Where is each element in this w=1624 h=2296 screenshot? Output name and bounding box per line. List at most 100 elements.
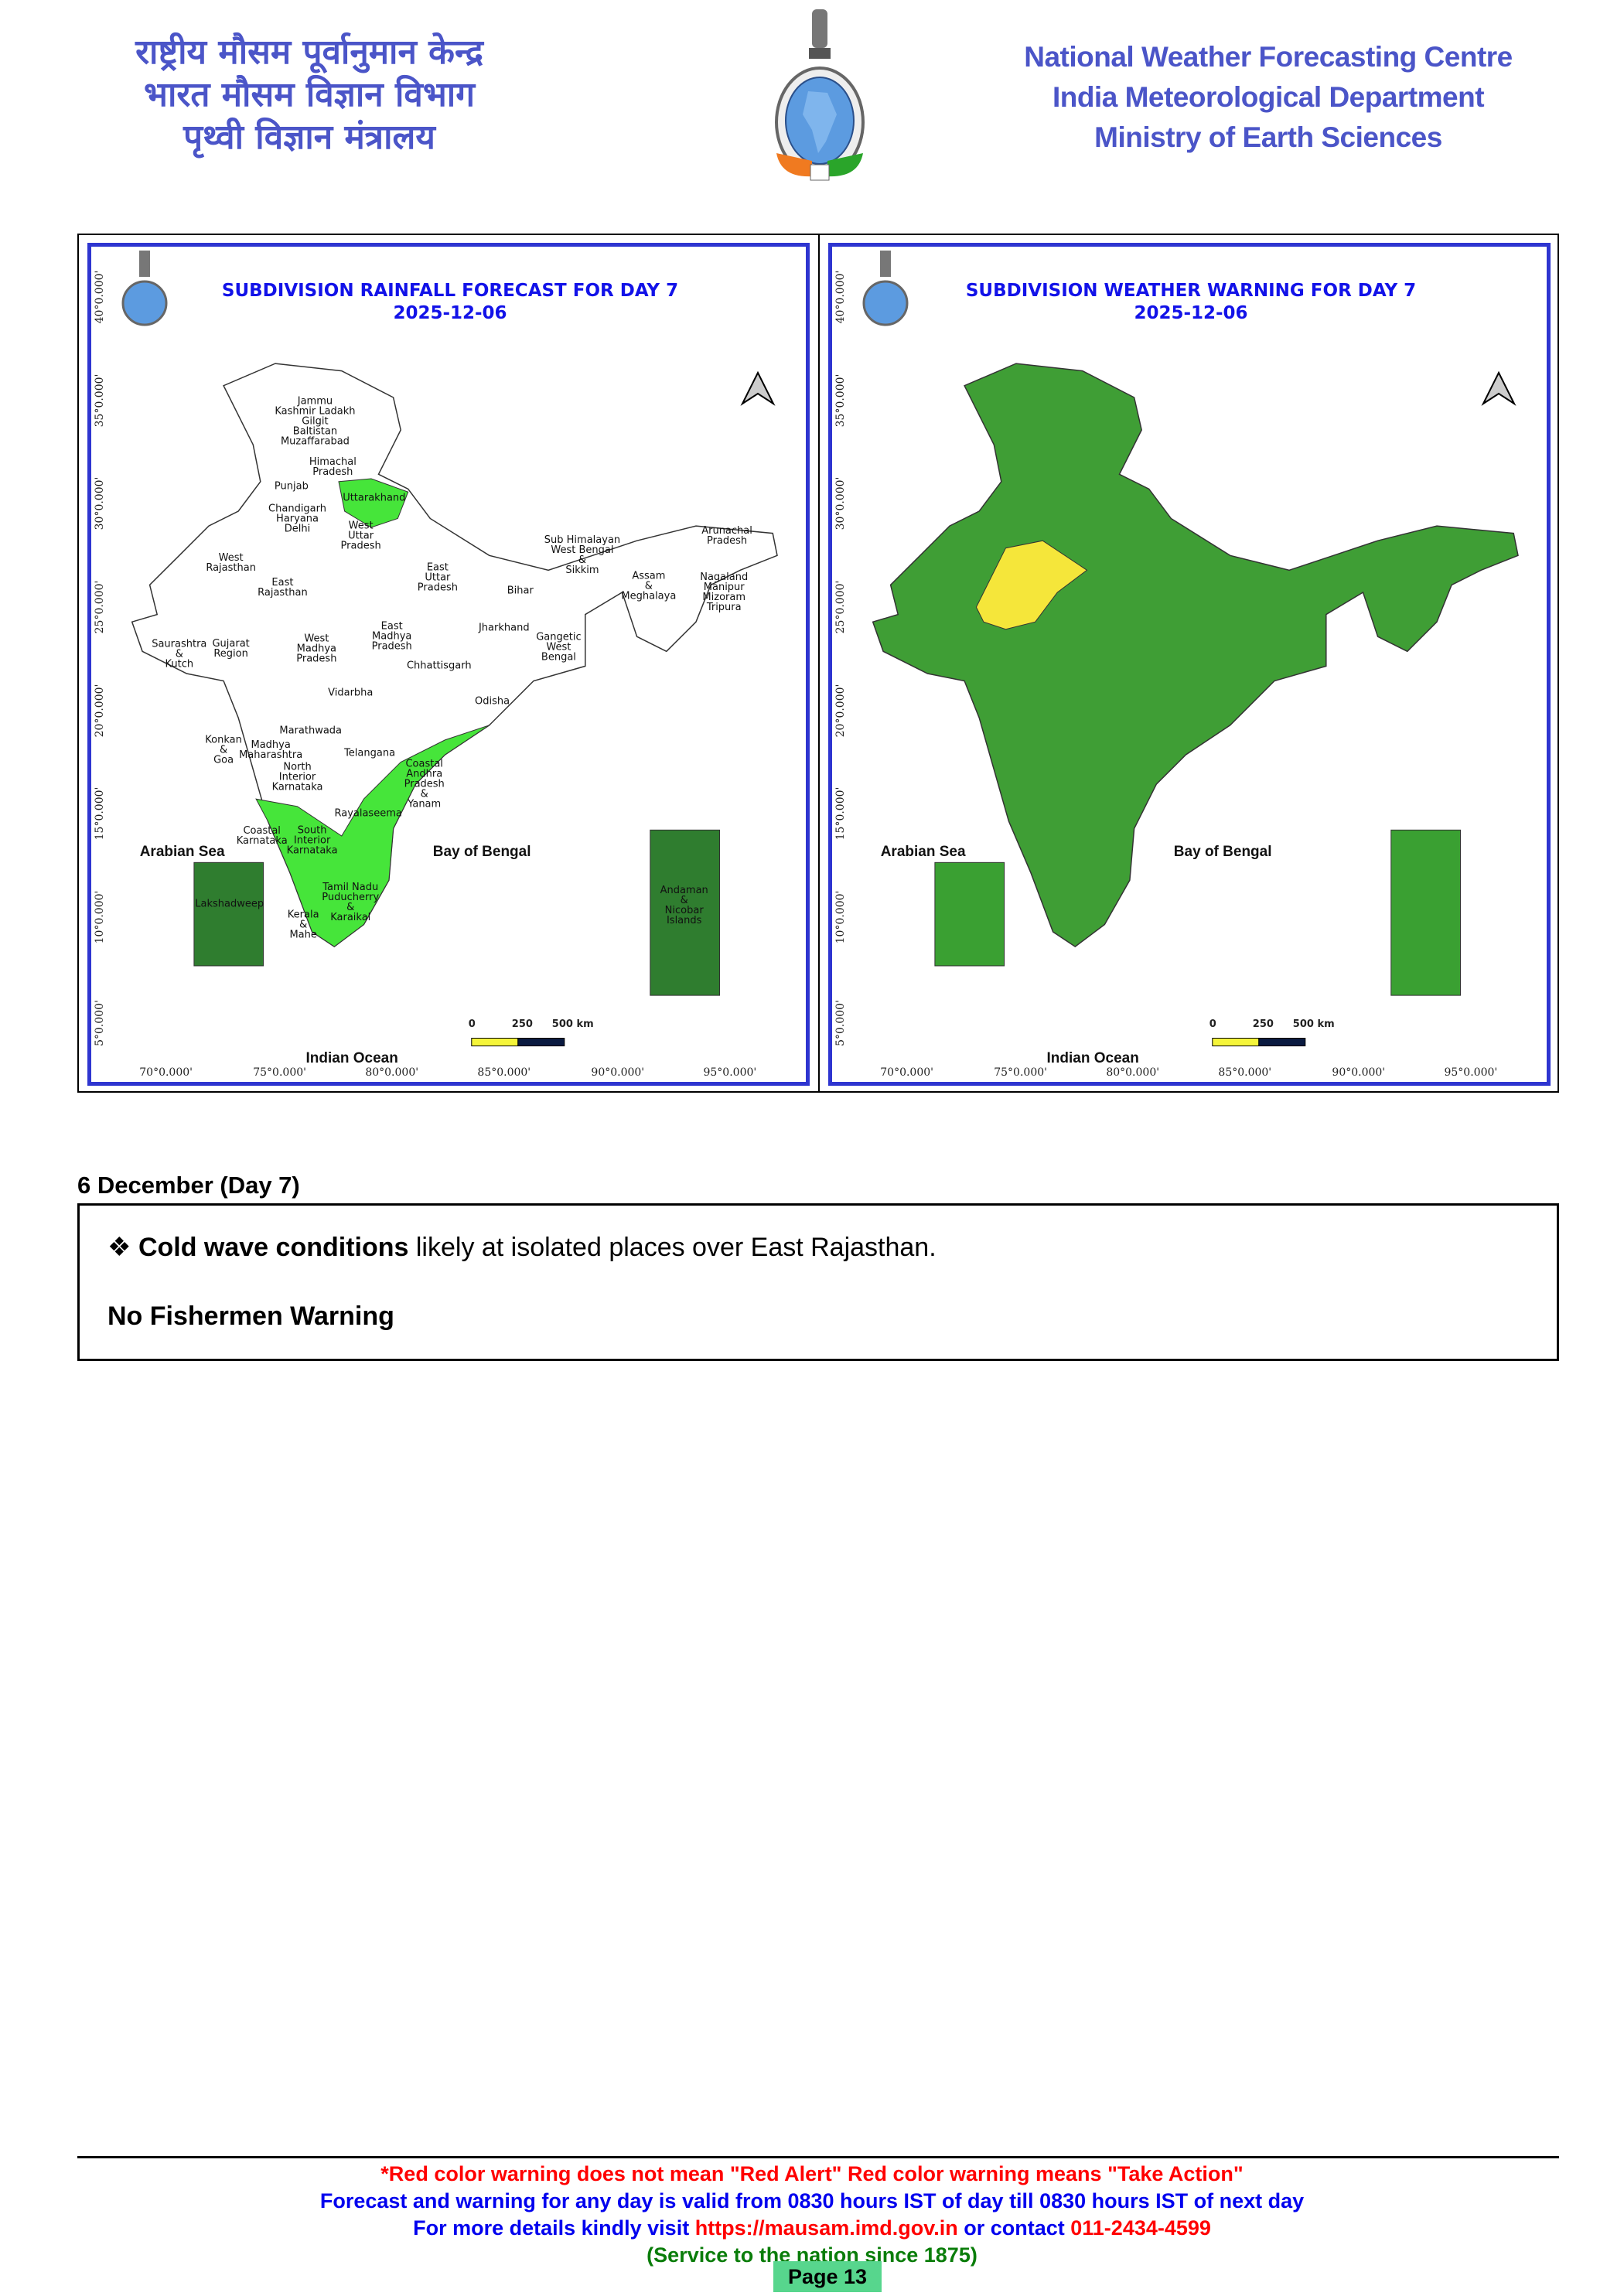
subdivision-label: Saurashtra & Kutch (152, 638, 207, 670)
longitude-tick: 85°0.000' (477, 1066, 531, 1079)
contact-line: For more details kindly visit https://ma… (0, 2216, 1624, 2240)
rainfall-forecast-map: SUBDIVISION RAINFALL FORECAST FOR DAY 7 … (79, 235, 818, 1091)
rain-region-uttarakhand (338, 478, 409, 528)
scale-label: 250 (1252, 1018, 1274, 1030)
subdivision-label: Bihar (507, 585, 534, 597)
sea-label: Arabian Sea (139, 843, 225, 860)
subdivision-label: West Madhya Pradesh (296, 633, 337, 665)
longitude-tick: 85°0.000' (1218, 1066, 1272, 1079)
subdivision-label: Madhya Maharashtra (239, 739, 303, 762)
warning-detail: likely at isolated places over East Raja… (408, 1233, 937, 1262)
imd-logo-icon (862, 280, 909, 326)
latitude-tick: 40°0.000' (93, 270, 106, 324)
lakshadweep-inset (193, 861, 264, 967)
subdivision-label: Uttarakhand (343, 492, 406, 504)
subdivision-label: Chandigarh Haryana Delhi (268, 503, 327, 535)
subdivision-label: Nagaland Manipur Mizoram Tripura (700, 571, 749, 613)
warning-region-east-rajasthan (975, 540, 1088, 630)
hindi-title: राष्ट्रीय मौसम पूर्वानुमान केन्द्र भारत … (77, 31, 541, 159)
longitude-tick: 90°0.000' (591, 1066, 645, 1079)
latitude-tick: 5°0.000' (93, 1000, 106, 1047)
subdivision-label: East Rajasthan (258, 577, 308, 599)
subdivision-label: Coastal Karnataka (236, 824, 288, 847)
north-arrow-icon (1481, 370, 1517, 406)
weather-warning-map: SUBDIVISION WEATHER WARNING FOR DAY 7 20… (818, 235, 1559, 1091)
map-title: SUBDIVISION RAINFALL FORECAST FOR DAY 7 … (172, 280, 728, 325)
latitude-tick: 5°0.000' (834, 1000, 847, 1047)
latitude-tick: 35°0.000' (93, 374, 106, 428)
subdivision-label: Marathwada (279, 725, 343, 737)
longitude-tick: 80°0.000' (365, 1066, 419, 1079)
footer-divider (77, 2156, 1559, 2158)
subdivision-label: Jammu Kashmir Ladakh Gilgit Baltistan Mu… (275, 395, 356, 448)
fishermen-warning: No Fishermen Warning (107, 1302, 394, 1331)
subdivision-label: North Interior Karnataka (271, 761, 323, 793)
scale-label: 500 km (551, 1018, 594, 1030)
rain-region-south-peninsula (255, 725, 490, 947)
latitude-tick: 20°0.000' (834, 684, 847, 738)
subdivision-label: Tamil Nadu Puducherry & Karaikal (322, 881, 380, 923)
day-title: 6 December (Day 7) (77, 1172, 300, 1199)
emblem-icon (880, 251, 891, 277)
longitude-tick: 95°0.000' (1444, 1066, 1498, 1079)
warning-phrase: Cold wave conditions (138, 1233, 409, 1262)
subdivision-label: Lakshadweep (195, 898, 264, 910)
latitude-tick: 30°0.000' (834, 477, 847, 531)
latitude-tick: 25°0.000' (93, 580, 106, 634)
subdivision-label: Jharkhand (478, 622, 530, 634)
latitude-tick: 30°0.000' (93, 477, 106, 531)
subdivision-label: Assam & Meghalaya (621, 570, 677, 602)
subdivision-label: Sub Himalayan West Bengal & Sikkim (544, 534, 621, 577)
subdivision-label: Chhattisgarh (406, 660, 472, 672)
map-title: SUBDIVISION WEATHER WARNING FOR DAY 7 20… (913, 280, 1469, 325)
map-date: 2025-12-06 (1134, 303, 1248, 323)
latitude-tick: 10°0.000' (834, 890, 847, 944)
warning-box: ❖ Cold wave conditions likely at isolate… (77, 1203, 1559, 1361)
andaman-nicobar-inset (650, 829, 721, 996)
scale-label: 250 (511, 1018, 533, 1030)
maps-container: SUBDIVISION RAINFALL FORECAST FOR DAY 7 … (77, 234, 1559, 1093)
subdivision-label: Gujarat Region (212, 637, 250, 660)
longitude-tick: 70°0.000' (880, 1066, 933, 1079)
subdivision-label: Kerala & Mahe (287, 909, 319, 940)
subdivision-label: Vidarbha (328, 687, 374, 699)
subdivision-label: West Uttar Pradesh (340, 520, 381, 552)
page-number-badge: Page 13 (773, 2261, 882, 2292)
latitude-tick: 25°0.000' (834, 580, 847, 634)
english-line-3: Ministry of Earth Sciences (1094, 121, 1442, 153)
validity-note: Forecast and warning for any day is vali… (319, 2189, 1305, 2212)
latitude-tick: 15°0.000' (834, 786, 847, 841)
subdivision-label: Punjab (274, 480, 309, 493)
sea-label: Indian Ocean (1046, 1050, 1139, 1067)
scale-bar-segment (1258, 1037, 1306, 1046)
subdivision-label: Telangana (344, 747, 396, 759)
map-date: 2025-12-06 (393, 303, 507, 323)
map-title-text: SUBDIVISION RAINFALL FORECAST FOR DAY 7 (221, 281, 679, 301)
subdivision-label: East Uttar Pradesh (417, 561, 458, 594)
subdivision-label: Coastal Andhra Pradesh & Yanam (404, 758, 445, 810)
english-title: National Weather Forecasting Centre Indi… (990, 37, 1547, 158)
hindi-line-2: भारत मौसम विज्ञान विभाग (144, 75, 475, 114)
india-outline (872, 363, 1519, 948)
imd-emblem-logo (766, 6, 874, 184)
website-link[interactable]: https://mausam.imd.gov.in (694, 2216, 958, 2240)
andaman-nicobar-inset (1390, 829, 1462, 996)
english-line-1: National Weather Forecasting Centre (1024, 41, 1513, 73)
hindi-line-1: राष्ट्रीय मौसम पूर्वानुमान केन्द्र (135, 32, 483, 72)
latitude-tick: 40°0.000' (834, 270, 847, 324)
subdivision-label: Himachal Pradesh (309, 455, 357, 478)
scale-label: 500 km (1292, 1018, 1335, 1030)
scale-bar-segment (517, 1037, 565, 1046)
emblem-icon (139, 251, 150, 277)
phone-number: 011-2434-4599 (1070, 2216, 1211, 2240)
bullet-icon: ❖ (107, 1233, 131, 1262)
sea-label: Bay of Bengal (432, 843, 531, 860)
latitude-tick: 20°0.000' (93, 684, 106, 738)
subdivision-label: Arunachal Pradesh (701, 525, 752, 548)
longitude-tick: 75°0.000' (253, 1066, 306, 1079)
longitude-tick: 90°0.000' (1332, 1066, 1386, 1079)
sea-label: Bay of Bengal (1173, 843, 1272, 860)
map-frame (87, 243, 810, 1086)
lakshadweep-inset (934, 861, 1005, 967)
longitude-tick: 75°0.000' (994, 1066, 1047, 1079)
